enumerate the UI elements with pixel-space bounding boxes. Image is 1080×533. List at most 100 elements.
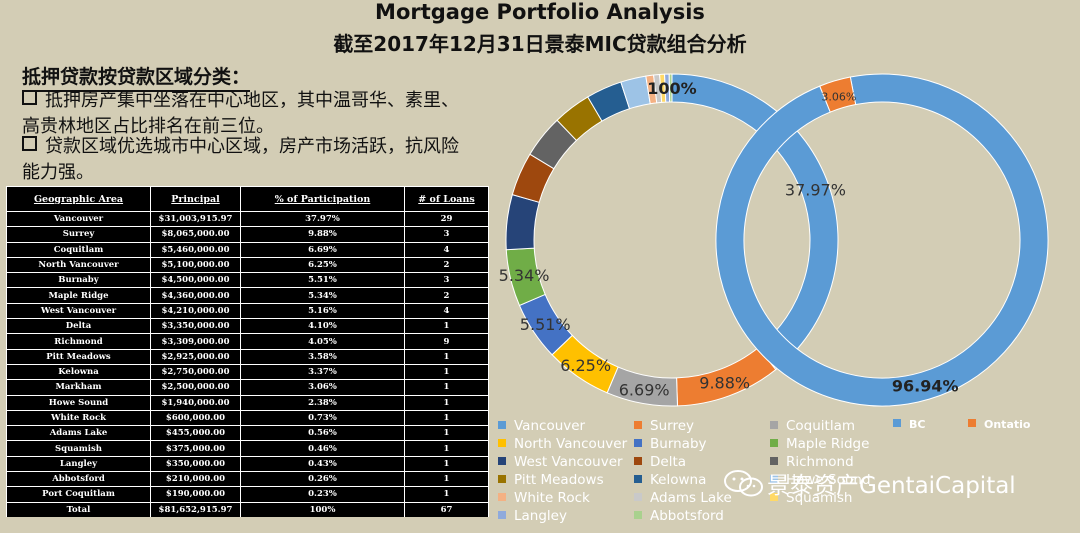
table-cell: Markham <box>6 379 151 396</box>
section-heading: 抵押贷款按贷款区域分类： <box>22 62 251 92</box>
table-row: West Vancouver $4,210,000.00 5.16% 4 <box>6 302 489 320</box>
legend-label: Maple Ridge <box>786 436 870 452</box>
legend-swatch <box>498 439 506 447</box>
data-label: 3.06% <box>821 90 856 103</box>
table-cell: 2.38% <box>240 394 405 411</box>
table-cell: $190,000.00 <box>150 486 241 503</box>
legend-swatch <box>634 421 642 429</box>
legend-label: Richmond <box>786 454 854 470</box>
right-doughnut-ring <box>715 73 1049 407</box>
legend-item: Kelowna <box>634 472 706 488</box>
table-row: Kelowna $2,750,000.00 3.37% 1 <box>6 363 489 381</box>
table-cell: Vancouver <box>6 210 151 228</box>
legend-item: Pitt Meadows <box>498 472 604 488</box>
left-doughnut-ring <box>505 73 839 407</box>
table-row: North Vancouver $5,100,000.00 6.25% 2 <box>6 256 489 274</box>
table-row: Maple Ridge $4,360,000.00 5.34% 2 <box>6 287 489 304</box>
legend-label: BC <box>909 418 926 431</box>
table-row: Adams Lake $455,000.00 0.56% 1 <box>6 425 489 442</box>
legend-item: Richmond <box>770 454 854 470</box>
table-cell: $1,940,000.00 <box>150 394 241 411</box>
table-cell: 5.16% <box>240 302 405 320</box>
table-cell: $2,500,000.00 <box>150 379 241 396</box>
table-cell: 0.56% <box>240 425 405 442</box>
table-cell: 37.97% <box>240 210 405 228</box>
legend-label: Surrey <box>650 418 694 434</box>
table-cell: 1 <box>404 455 489 473</box>
table-cell: Squamish <box>6 440 151 457</box>
legend-label: Burnaby <box>650 436 707 452</box>
legend-label: Vancouver <box>514 418 586 434</box>
table-cell: 3.37% <box>240 363 405 381</box>
legend-item: Adams Lake <box>634 490 732 506</box>
wechat-icon <box>724 470 763 497</box>
table-cell: 9 <box>404 333 489 350</box>
bullet-text: 抵押房产集中坐落在中心地区，其中温哥华、素里、高贵林地区占比排名在前三位。 <box>22 90 459 137</box>
table-cell: 4 <box>404 241 489 258</box>
table-cell: $4,210,000.00 <box>150 302 241 320</box>
table-cell: 3.06% <box>240 379 405 396</box>
table-cell: 1 <box>404 318 489 335</box>
legend-label: Pitt Meadows <box>514 472 604 488</box>
table-cell: Port Coquitlam <box>6 486 151 503</box>
legend-label: Howe Sound <box>786 472 871 488</box>
slice-bc <box>715 73 1049 407</box>
table-cell: Kelowna <box>6 363 151 381</box>
table-cell: 3.58% <box>240 348 405 365</box>
bullet-text: 贷款区域优选城市中心区域，房产市场活跃，抗风险能力强。 <box>22 136 459 183</box>
table-row: Squamish $375,000.00 0.46% 1 <box>6 440 489 457</box>
table-cell: 100% <box>240 501 405 517</box>
data-label: 6.25% <box>560 356 611 375</box>
legend-item: Coquitlam <box>770 418 855 434</box>
chart-data-labels: 100% 37.97% 9.88% 6.69% 6.25% 5.51% 5.34% 96.94… <box>499 79 959 399</box>
data-label: 100% <box>647 79 696 98</box>
table-cell: $600,000.00 <box>150 409 241 427</box>
table-row: Coquitlam $5,460,000.00 6.69% 4 <box>6 241 489 258</box>
table-row: Langley $350,000.00 0.43% 1 <box>6 455 489 473</box>
legend-label: North Vancouver <box>514 436 628 452</box>
table-cell: Pitt Meadows <box>6 348 151 365</box>
column-header: Principal <box>150 186 241 212</box>
legend-item: Langley <box>498 508 567 524</box>
table-cell: $4,500,000.00 <box>150 272 241 289</box>
table-cell: 1 <box>404 379 489 396</box>
legend-item: North Vancouver <box>498 436 627 452</box>
table-cell: $210,000.00 <box>150 471 241 488</box>
table-cell: White Rock <box>6 409 151 427</box>
table-cell: $350,000.00 <box>150 455 241 473</box>
table-cell: 5.34% <box>240 287 405 304</box>
legend-item: Ontatio <box>968 418 1030 431</box>
table-cell: Richmond <box>6 333 151 350</box>
table-cell: 3 <box>404 226 489 243</box>
table-row: Vancouver $31,003,915.97 37.97% 29 <box>6 210 489 228</box>
table-cell: 0.26% <box>240 471 405 488</box>
table-row: Abbotsford $210,000.00 0.26% 1 <box>6 471 489 488</box>
chart-subtitle: 截至2017年12月31日景泰MIC贷款组合分析 <box>333 32 747 56</box>
legend-item: BC <box>893 418 925 431</box>
table-cell: 1 <box>404 471 489 488</box>
table-cell: $31,003,915.97 <box>150 210 241 228</box>
table-cell: Delta <box>6 318 151 335</box>
table-cell: 1 <box>404 409 489 427</box>
legend-swatch <box>634 457 642 465</box>
slice-abbotsford <box>668 73 673 103</box>
table-cell: $2,750,000.00 <box>150 363 241 381</box>
chart-title: Mortgage Portfolio Analysis <box>375 0 705 24</box>
table-cell: Langley <box>6 455 151 473</box>
legend-swatch <box>968 419 976 427</box>
table-header-row: Geographic Area Principal% of Participati… <box>6 186 489 212</box>
table-cell: Maple Ridge <box>6 287 151 304</box>
legend-swatch <box>770 475 778 483</box>
table-cell: 4.05% <box>240 333 405 350</box>
data-label: 9.88% <box>699 374 750 393</box>
legend-label: Kelowna <box>650 472 707 488</box>
legend-label: Adams Lake <box>650 490 732 506</box>
table-cell: 6.69% <box>240 241 405 258</box>
legend-swatch <box>498 421 506 429</box>
table-cell: 5.51% <box>240 272 405 289</box>
column-header: # of Loans <box>404 186 489 212</box>
table-cell: 6.25% <box>240 256 405 274</box>
table-row: Howe Sound $1,940,000.00 2.38% 1 <box>6 394 489 411</box>
legend-swatch <box>770 493 778 501</box>
legend-label: West Vancouver <box>514 454 623 470</box>
